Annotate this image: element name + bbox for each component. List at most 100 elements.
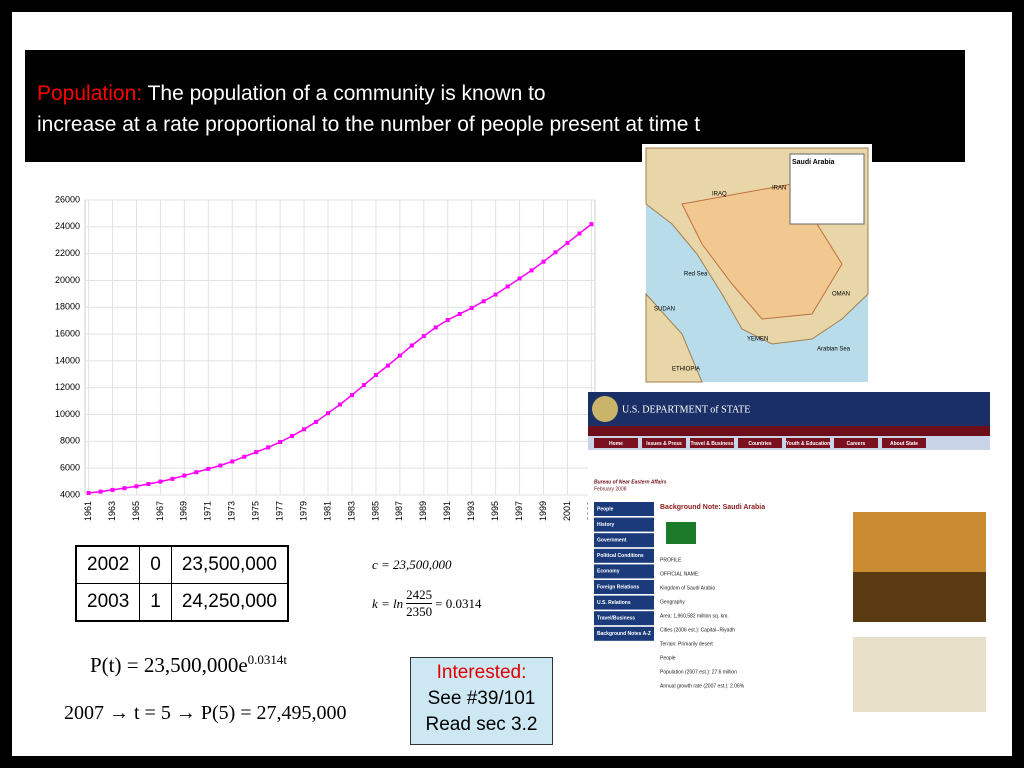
tab: [786, 438, 830, 448]
y-tick-label: 16000: [55, 328, 80, 338]
point-marker: [577, 231, 582, 236]
map-label: OMAN: [832, 292, 850, 298]
body-line: Annual growth rate (2007 est.): 2.06%: [660, 683, 745, 689]
point-marker: [361, 383, 366, 388]
callout-line: Read sec 3.2: [425, 714, 538, 735]
point-marker: [421, 334, 426, 339]
body-line: Terrain: Primarily desert: [660, 641, 713, 647]
map-label: SUDAN: [654, 307, 675, 313]
point-marker: [122, 486, 127, 491]
point-marker: [541, 259, 546, 264]
site-strip: [588, 426, 990, 436]
chart: 4000 6000 8000 10000 12000 14000 16000 18000 200…: [55, 194, 596, 521]
sidebar-item: [594, 595, 654, 610]
point-marker: [218, 463, 223, 468]
x-tick-label: 1991: [442, 501, 452, 521]
point-marker: [349, 393, 354, 398]
y-tick-label: 4000: [60, 489, 80, 499]
point-marker: [397, 353, 402, 358]
k-right: = 0.0314: [435, 595, 482, 611]
prediction: 2007 → t = 5 → P(5) = 27,495,000: [64, 702, 347, 724]
tab-label: Issues & Press: [646, 441, 682, 447]
sidebar-label: Foreign Relations: [597, 584, 639, 590]
point-marker: [266, 445, 271, 450]
point-marker: [433, 325, 438, 330]
point-marker: [469, 305, 474, 310]
sidebar-label: History: [597, 522, 614, 528]
slide: Population: The population of a communit…: [12, 12, 1012, 756]
point-marker: [493, 292, 498, 297]
body-line: Area: 1,960,582 million sq. km.: [660, 613, 729, 619]
formula-base: P(t) = 23,500,000e: [90, 653, 248, 677]
map-label: Red Sea: [684, 272, 708, 278]
point-marker: [242, 454, 247, 459]
map-label: Arabian Sea: [817, 347, 851, 353]
body-line: OFFICIAL NAME:: [660, 571, 700, 577]
site-title: U.S. DEPARTMENT of STATE: [622, 404, 750, 415]
point-marker: [409, 343, 414, 348]
callout-line: Interested:: [436, 662, 527, 683]
tab: [690, 438, 734, 448]
point-marker: [589, 222, 594, 227]
point-marker: [146, 482, 151, 487]
body-line: Cities (2006 est.): Capital--Riyadh: [660, 627, 735, 633]
body-line: Geography: [660, 599, 685, 605]
cell: 0: [139, 545, 172, 584]
x-tick-label: 1971: [203, 501, 213, 521]
sidebar-item: [594, 502, 654, 516]
tab-label: Countries: [748, 441, 772, 447]
x-tick-label: 2001: [562, 501, 572, 521]
sidebar-label: U.S. Relations: [597, 600, 631, 606]
map-title: Saudi Arabia: [792, 159, 835, 166]
cell: 23,500,000: [170, 545, 289, 584]
fraction: 2425 2350: [406, 587, 433, 620]
data-table: 2002 0 23,500,000 2003 1 24,250,000: [75, 545, 289, 622]
numerator: 2425: [406, 587, 433, 604]
map-image: Saudi Arabia IRAQ IRAN SUDAN ETHIOPIA YE…: [642, 144, 872, 386]
y-tick-label: 18000: [55, 302, 80, 312]
point-marker: [553, 250, 558, 255]
point-marker: [529, 268, 534, 273]
map-label: IRAQ: [712, 192, 727, 198]
point-marker: [158, 479, 163, 484]
website-image: U.S. DEPARTMENT of STATE Home Issues & Pr…: [588, 392, 990, 712]
date: February 2008: [594, 486, 627, 492]
site-heading: Background Note: Saudi Arabia: [660, 504, 765, 511]
point-marker: [206, 466, 211, 471]
tab-label: Careers: [847, 441, 866, 447]
point-marker: [290, 434, 295, 438]
point-marker: [134, 484, 139, 489]
x-tick-label: 1995: [490, 501, 500, 521]
y-tick-label: 24000: [55, 221, 80, 231]
title-box: Population: The population of a communit…: [25, 50, 965, 162]
map-land: [645, 292, 703, 383]
point-marker: [170, 476, 175, 481]
sidebar-item: [594, 564, 654, 579]
formula: P(t) = 23,500,000e0.0314t: [90, 652, 287, 678]
x-tick-label: 1985: [370, 501, 380, 521]
sidebar-label: Government: [597, 538, 627, 544]
point-marker: [326, 411, 331, 416]
bureau: Bureau of Near Eastern Affairs: [594, 479, 667, 485]
point-marker: [230, 459, 235, 464]
point-marker: [338, 402, 342, 407]
sidebar-label: Background Notes A-Z: [597, 631, 651, 637]
x-tick-label: 1997: [514, 501, 524, 521]
x-tick-label: 1973: [227, 501, 237, 521]
point-marker: [110, 487, 115, 492]
point-marker: [481, 299, 486, 304]
sidebar-item: [594, 580, 654, 594]
sidebar-label: People: [597, 506, 614, 512]
y-tick-label: 20000: [55, 275, 80, 285]
sidebar-item: [594, 533, 654, 548]
tab: [594, 438, 638, 448]
point-marker: [314, 419, 319, 424]
body-line: People: [660, 655, 676, 661]
tab-row: Home Issues & Press Travel & Business Count…: [594, 438, 926, 448]
point-marker: [86, 490, 91, 495]
x-tick-label: 1983: [346, 501, 356, 521]
cell: 1: [139, 583, 172, 622]
y-tick-label: 22000: [55, 248, 80, 258]
x-tick-label: 1999: [538, 501, 548, 521]
